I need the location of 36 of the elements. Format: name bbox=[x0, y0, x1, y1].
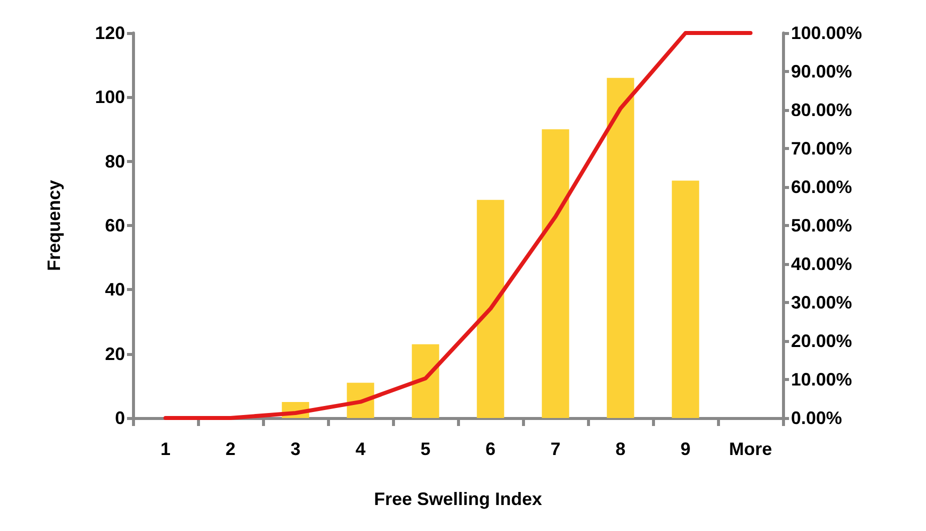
x-tick-label: More bbox=[728, 439, 772, 459]
y2-tick-label: 30.00% bbox=[791, 292, 852, 312]
y2-tick-label: 10.00% bbox=[791, 370, 852, 390]
y2-tick-label: 100.00% bbox=[791, 23, 862, 43]
y2-tick-label: 60.00% bbox=[791, 177, 852, 197]
line-series bbox=[164, 31, 752, 420]
y-tick-label: 40 bbox=[104, 280, 125, 300]
y2-tick-label: 70.00% bbox=[791, 138, 852, 158]
y2-tick-label: 50.00% bbox=[791, 216, 852, 236]
x-tick-label: 1 bbox=[160, 439, 171, 459]
y-tick-label: 0 bbox=[114, 408, 125, 428]
x-tick-label: 9 bbox=[680, 439, 691, 459]
bar bbox=[476, 200, 504, 418]
x-axis-title: Free Swelling Index bbox=[374, 489, 542, 509]
y2-tick-label: 20.00% bbox=[791, 331, 852, 351]
y2-tick-label: 80.00% bbox=[791, 100, 852, 120]
y-tick-label: 120 bbox=[94, 23, 125, 43]
bar bbox=[672, 180, 700, 418]
bar bbox=[542, 129, 570, 418]
x-tick-label: 8 bbox=[615, 439, 626, 459]
y2-tick-label: 90.00% bbox=[791, 62, 852, 82]
y2-tick-label: 0.00% bbox=[791, 408, 842, 428]
x-tick-label: 5 bbox=[420, 439, 431, 459]
bar bbox=[412, 344, 440, 418]
y-tick-label: 60 bbox=[104, 216, 125, 236]
y-tick-label: 100 bbox=[94, 87, 125, 108]
bar bbox=[606, 78, 634, 418]
y2-tick-label: 40.00% bbox=[791, 254, 852, 274]
y-tick-label: 20 bbox=[104, 344, 125, 364]
x-tick-label: 3 bbox=[290, 439, 301, 459]
y-axis-title: Frequency bbox=[44, 180, 64, 272]
y-tick-label: 80 bbox=[104, 151, 125, 172]
x-tick-label: 2 bbox=[225, 439, 236, 459]
x-tick-label: 6 bbox=[485, 439, 496, 459]
x-tick-label: 7 bbox=[550, 439, 561, 459]
x-tick-label: 4 bbox=[355, 439, 366, 459]
